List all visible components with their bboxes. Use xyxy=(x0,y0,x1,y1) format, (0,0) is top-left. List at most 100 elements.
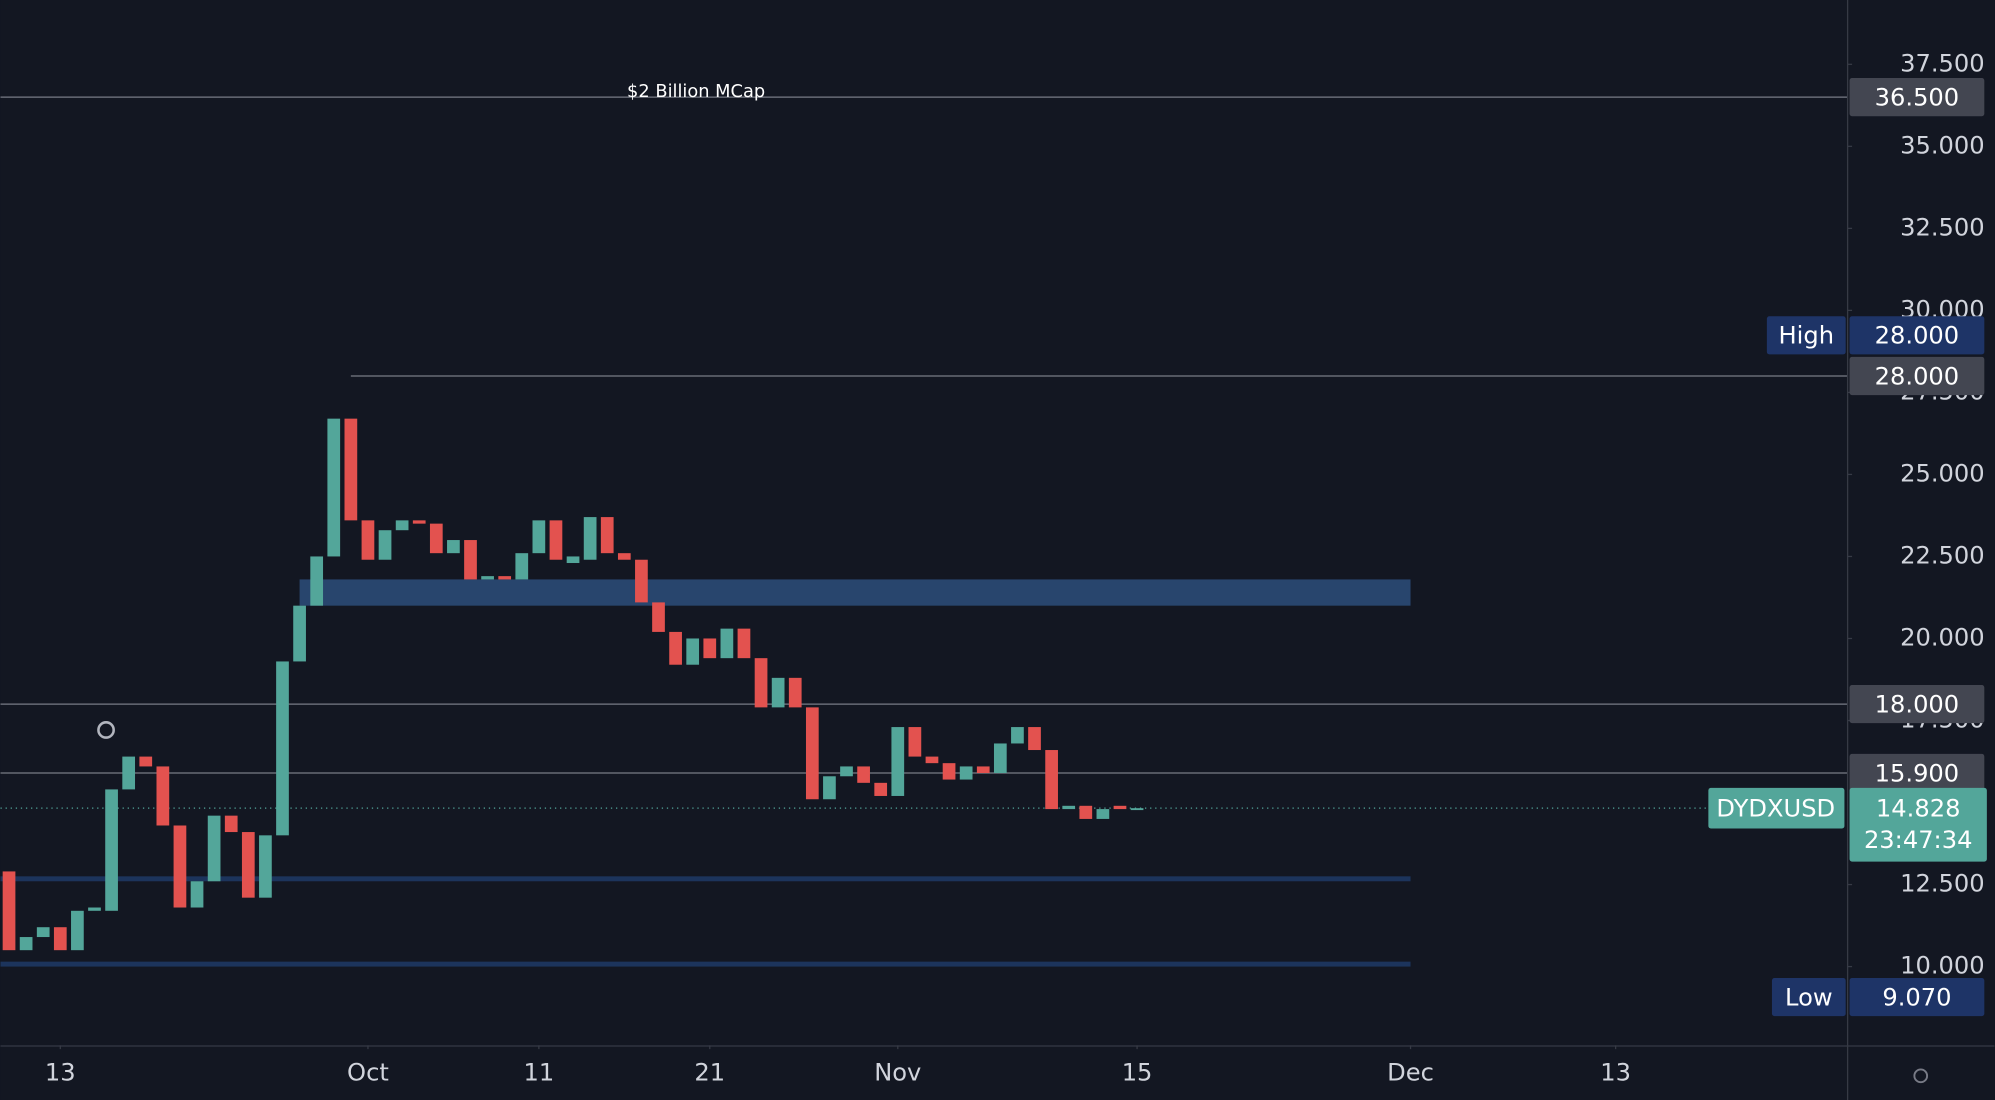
candle-body xyxy=(566,556,580,564)
candle-body xyxy=(310,556,324,606)
y-tick-label: 22.500 xyxy=(1900,541,1985,569)
y-tick-label: 25.000 xyxy=(1900,459,1985,487)
candle-body xyxy=(344,418,358,521)
x-tick-label: 13 xyxy=(1600,1058,1631,1086)
candle-body xyxy=(788,677,802,708)
candle-body xyxy=(207,815,221,882)
y-tick-label: 10.000 xyxy=(1900,952,1985,980)
candle-body xyxy=(635,559,648,603)
candle-body xyxy=(395,520,409,531)
level-tag: 28.000 xyxy=(1875,362,1960,390)
candle-body xyxy=(190,881,204,908)
candle-body xyxy=(549,520,563,560)
candle-body xyxy=(88,907,101,911)
candle-body xyxy=(327,418,341,557)
alarm-icon xyxy=(97,721,115,739)
settings-icon[interactable] xyxy=(1913,1068,1929,1084)
candle-body xyxy=(805,707,819,800)
candle-body xyxy=(874,782,888,796)
level-tag: 15.900 xyxy=(1875,759,1960,787)
candle-body xyxy=(720,628,734,659)
candle-body xyxy=(993,743,1007,773)
x-tick-label: 21 xyxy=(694,1058,725,1086)
candle-body xyxy=(976,766,990,773)
low-label-bg xyxy=(1771,978,1846,1017)
candle-body xyxy=(617,553,631,560)
candle-body xyxy=(583,517,597,560)
level-tag: 18.000 xyxy=(1875,690,1960,718)
candle-body xyxy=(1113,805,1127,810)
high-tag-bg xyxy=(1849,316,1985,355)
candle-body xyxy=(737,628,751,659)
level-text: $2 Billion MCap xyxy=(627,81,765,102)
candle-body xyxy=(293,605,306,662)
candle-body xyxy=(259,835,272,898)
candle-body xyxy=(412,520,426,524)
candle-body xyxy=(156,766,170,826)
level-tag-bg xyxy=(1849,753,1985,793)
y-tick-label: 20.000 xyxy=(1900,623,1985,651)
zone xyxy=(299,579,1411,606)
candle-body xyxy=(1045,750,1058,810)
countdown: 23:47:34 xyxy=(1864,826,1973,854)
x-tick-label: 13 xyxy=(45,1058,76,1086)
candle-body xyxy=(942,763,956,780)
x-tick-label: Dec xyxy=(1387,1058,1434,1086)
candle-body xyxy=(53,927,67,951)
candle-body xyxy=(71,910,84,951)
candle-body xyxy=(241,832,255,898)
candle-body xyxy=(600,517,614,554)
candle-body xyxy=(2,871,16,951)
candle-body xyxy=(122,756,136,790)
high-label-bg xyxy=(1766,316,1846,355)
symbol-tag: DYDXUSD xyxy=(1716,794,1835,822)
candle-body xyxy=(276,661,289,836)
low-label: Low xyxy=(1785,983,1833,1011)
candle-body xyxy=(1130,808,1144,811)
level-tag-bg xyxy=(1849,356,1985,396)
candle-body xyxy=(908,727,922,757)
x-tick-label: Oct xyxy=(347,1058,389,1086)
high-label: High xyxy=(1779,322,1835,350)
candle-body xyxy=(686,638,700,665)
candle-body xyxy=(19,937,33,951)
low-tag: 9.070 xyxy=(1882,983,1951,1011)
level-tag-bg xyxy=(1849,685,1985,724)
candle-body xyxy=(771,677,785,708)
candle-body xyxy=(1011,727,1024,744)
candle-body xyxy=(754,658,768,708)
zone xyxy=(0,876,1411,882)
high-tag: 28.000 xyxy=(1875,322,1960,350)
y-tick-label: 32.500 xyxy=(1900,213,1985,241)
zone xyxy=(0,961,1411,967)
level-tag: 36.500 xyxy=(1875,83,1960,111)
last-price-bg xyxy=(1849,787,1987,862)
y-tick-label: 12.500 xyxy=(1900,870,1985,898)
candle-body xyxy=(498,576,512,580)
candle-body xyxy=(1096,809,1110,819)
candle-body xyxy=(173,825,187,908)
last-price: 14.828 xyxy=(1876,794,1961,822)
candle-body xyxy=(361,520,375,560)
candle-body xyxy=(703,638,717,659)
y-tick-label: 35.000 xyxy=(1900,131,1985,159)
candle-body xyxy=(823,776,836,800)
candle-body xyxy=(36,927,50,938)
x-tick-label: 11 xyxy=(523,1058,554,1086)
symbol-tag-bg xyxy=(1708,787,1845,829)
candle-body xyxy=(1028,727,1041,751)
y-tick-label: 37.500 xyxy=(1900,49,1985,77)
candle-body xyxy=(139,756,153,767)
x-tick-label: Nov xyxy=(874,1058,921,1086)
candle-body xyxy=(669,631,682,665)
candle-body xyxy=(652,602,665,632)
candle-body xyxy=(532,520,546,554)
candle-body xyxy=(891,727,905,796)
low-tag-bg xyxy=(1849,978,1985,1017)
candle-body xyxy=(447,540,460,554)
candle-body xyxy=(378,530,392,560)
candle-body xyxy=(105,789,118,911)
candle-body xyxy=(925,756,939,764)
